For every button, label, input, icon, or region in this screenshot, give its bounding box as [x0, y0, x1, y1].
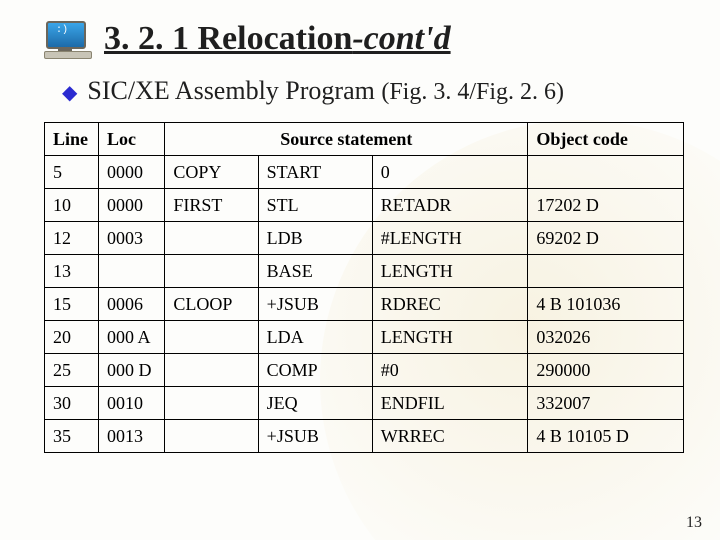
cell-line: 13	[45, 255, 99, 288]
cell-operand: LENGTH	[372, 255, 528, 288]
cell-label	[165, 222, 258, 255]
header-loc: Loc	[98, 123, 164, 156]
table-head: Line Loc Source statement Object code	[45, 123, 684, 156]
cell-opcode: +JSUB	[258, 288, 372, 321]
slide-title: 3. 2. 1 Relocation-cont'd	[104, 20, 451, 58]
cell-object: 032026	[528, 321, 684, 354]
cell-object: 17202 D	[528, 189, 684, 222]
cell-loc: 000 D	[98, 354, 164, 387]
page-number: 13	[686, 514, 702, 532]
cell-object	[528, 156, 684, 189]
header-object: Object code	[528, 123, 684, 156]
cell-loc: 0000	[98, 156, 164, 189]
cell-operand: LENGTH	[372, 321, 528, 354]
cell-line: 35	[45, 420, 99, 453]
cell-operand: WRREC	[372, 420, 528, 453]
cell-opcode: START	[258, 156, 372, 189]
cell-label	[165, 420, 258, 453]
subtitle-row: ◆ SIC/XE Assembly Program (Fig. 3. 4/Fig…	[62, 76, 676, 106]
cell-opcode: JEQ	[258, 387, 372, 420]
cell-operand: RETADR	[372, 189, 528, 222]
cell-opcode: LDB	[258, 222, 372, 255]
cell-loc: 0013	[98, 420, 164, 453]
subtitle-figref: (Fig. 3. 4/Fig. 2. 6)	[381, 79, 564, 105]
cell-object: 69202 D	[528, 222, 684, 255]
cell-label: CLOOP	[165, 288, 258, 321]
cell-label	[165, 387, 258, 420]
table-row: 150006CLOOP+JSUBRDREC4 B 101036	[45, 288, 684, 321]
assembly-table: Line Loc Source statement Object code 50…	[44, 122, 684, 453]
cell-loc: 000 A	[98, 321, 164, 354]
cell-operand: #LENGTH	[372, 222, 528, 255]
table-row: 100000FIRSTSTLRETADR17202 D	[45, 189, 684, 222]
cell-loc: 0003	[98, 222, 164, 255]
header-source: Source statement	[165, 123, 528, 156]
cell-opcode: LDA	[258, 321, 372, 354]
table-body: 50000COPYSTART0100000FIRSTSTLRETADR17202…	[45, 156, 684, 453]
cell-opcode: +JSUB	[258, 420, 372, 453]
title-suffix: -cont'd	[352, 20, 450, 57]
cell-operand: ENDFIL	[372, 387, 528, 420]
header-line: Line	[45, 123, 99, 156]
table-row: 50000COPYSTART0	[45, 156, 684, 189]
cell-loc: 0010	[98, 387, 164, 420]
cell-line: 20	[45, 321, 99, 354]
table-row: 25000 D COMP#0290000	[45, 354, 684, 387]
cell-object: 332007	[528, 387, 684, 420]
cell-loc: 0006	[98, 288, 164, 321]
table-row: 20000 A LDALENGTH032026	[45, 321, 684, 354]
cell-line: 30	[45, 387, 99, 420]
cell-operand: 0	[372, 156, 528, 189]
table-row: 300010 JEQENDFIL332007	[45, 387, 684, 420]
computer-icon: :)	[44, 21, 90, 57]
title-prefix: 3. 2. 1 Relocation	[104, 20, 352, 57]
table-row: 120003 LDB#LENGTH69202 D	[45, 222, 684, 255]
cell-opcode: BASE	[258, 255, 372, 288]
cell-operand: #0	[372, 354, 528, 387]
bullet-icon: ◆	[62, 83, 77, 103]
cell-line: 15	[45, 288, 99, 321]
cell-object: 4 B 10105 D	[528, 420, 684, 453]
cell-opcode: STL	[258, 189, 372, 222]
cell-label	[165, 354, 258, 387]
cell-opcode: COMP	[258, 354, 372, 387]
cell-loc	[98, 255, 164, 288]
cell-line: 5	[45, 156, 99, 189]
cell-object: 4 B 101036	[528, 288, 684, 321]
cell-loc: 0000	[98, 189, 164, 222]
cell-line: 25	[45, 354, 99, 387]
cell-label	[165, 321, 258, 354]
cell-label: COPY	[165, 156, 258, 189]
cell-label: FIRST	[165, 189, 258, 222]
subtitle-main: SIC/XE Assembly Program	[87, 76, 381, 105]
cell-object: 290000	[528, 354, 684, 387]
subtitle: SIC/XE Assembly Program (Fig. 3. 4/Fig. …	[87, 76, 564, 106]
cell-line: 12	[45, 222, 99, 255]
table-row: 350013 +JSUBWRREC4 B 10105 D	[45, 420, 684, 453]
cell-line: 10	[45, 189, 99, 222]
cell-label	[165, 255, 258, 288]
title-row: :) 3. 2. 1 Relocation-cont'd	[44, 20, 676, 58]
cell-object	[528, 255, 684, 288]
cell-operand: RDREC	[372, 288, 528, 321]
header-row: Line Loc Source statement Object code	[45, 123, 684, 156]
slide: :) 3. 2. 1 Relocation-cont'd ◆ SIC/XE As…	[0, 0, 720, 540]
table-row: 13 BASELENGTH	[45, 255, 684, 288]
